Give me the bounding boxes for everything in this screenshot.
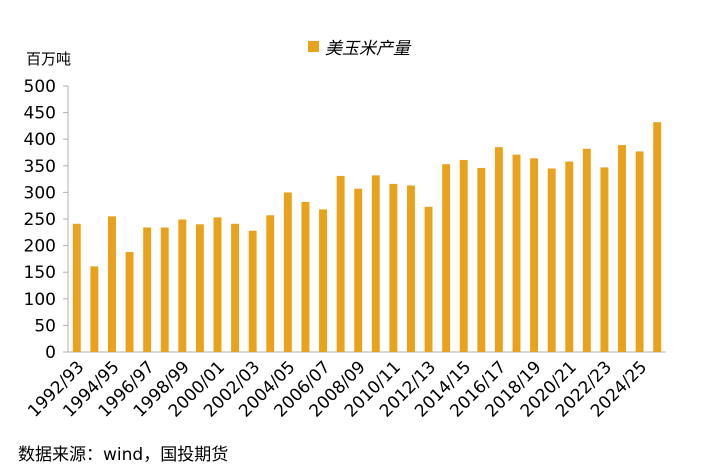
bar-2023-24 xyxy=(618,145,626,352)
bar-2018-19 xyxy=(530,158,539,352)
y-tick-label: 300 xyxy=(24,183,56,203)
bar-1999-00 xyxy=(195,224,204,352)
bar-2020-21 xyxy=(565,161,574,352)
bar-1997-98 xyxy=(160,227,169,352)
bar-1994-95 xyxy=(108,216,116,352)
bar-2016-17 xyxy=(494,147,503,352)
y-tick-label: 250 xyxy=(24,210,56,230)
y-tick-label: 100 xyxy=(24,290,56,310)
legend-label: 美玉米产量 xyxy=(325,39,410,59)
y-tick-label: 450 xyxy=(24,104,56,124)
bar-1992-93 xyxy=(72,223,81,352)
bar-2002-03 xyxy=(248,230,257,352)
y-tick-label: 0 xyxy=(45,343,56,363)
bar-2006-07 xyxy=(319,209,327,352)
bar-1993-94 xyxy=(90,266,99,352)
legend-swatch xyxy=(308,41,319,52)
bar-2017-18 xyxy=(512,154,521,352)
y-tick-label: 200 xyxy=(24,237,56,257)
bar-2007-08 xyxy=(336,175,345,352)
bar-2010-11 xyxy=(389,183,398,352)
bar-2000-01 xyxy=(213,217,222,352)
bar-1998-99 xyxy=(178,219,187,352)
bar-2015-16 xyxy=(477,167,486,352)
y-axis-unit-label: 百万吨 xyxy=(26,50,72,68)
bar-2004-05 xyxy=(283,192,292,352)
y-tick-label: 500 xyxy=(24,77,56,97)
bar-2012-13 xyxy=(424,206,433,352)
bar-2024-25 xyxy=(635,151,644,352)
bar-2001-02 xyxy=(231,223,240,352)
bar-1996-97 xyxy=(143,227,152,352)
y-tick-label: 400 xyxy=(24,130,56,150)
bar-2025-26 xyxy=(653,122,662,353)
bar-2022-23 xyxy=(600,167,609,352)
bar-2005-06 xyxy=(301,201,310,352)
bar-2009-10 xyxy=(371,175,380,352)
bar-2021-22 xyxy=(582,148,591,352)
y-tick-label: 150 xyxy=(24,263,56,283)
bar-2019-20 xyxy=(547,168,556,352)
bar-2008-09 xyxy=(354,188,363,352)
bar-2013-14 xyxy=(442,164,451,352)
bar-2014-15 xyxy=(459,159,468,352)
y-tick-label: 350 xyxy=(24,157,56,177)
source-note: 数据来源：wind，国投期货 xyxy=(18,445,229,465)
bar-1995-96 xyxy=(125,251,134,352)
bar-2011-12 xyxy=(407,185,415,352)
legend: 美玉米产量 xyxy=(308,34,410,59)
bar-2003-04 xyxy=(266,215,275,352)
y-tick-label: 50 xyxy=(34,316,56,336)
